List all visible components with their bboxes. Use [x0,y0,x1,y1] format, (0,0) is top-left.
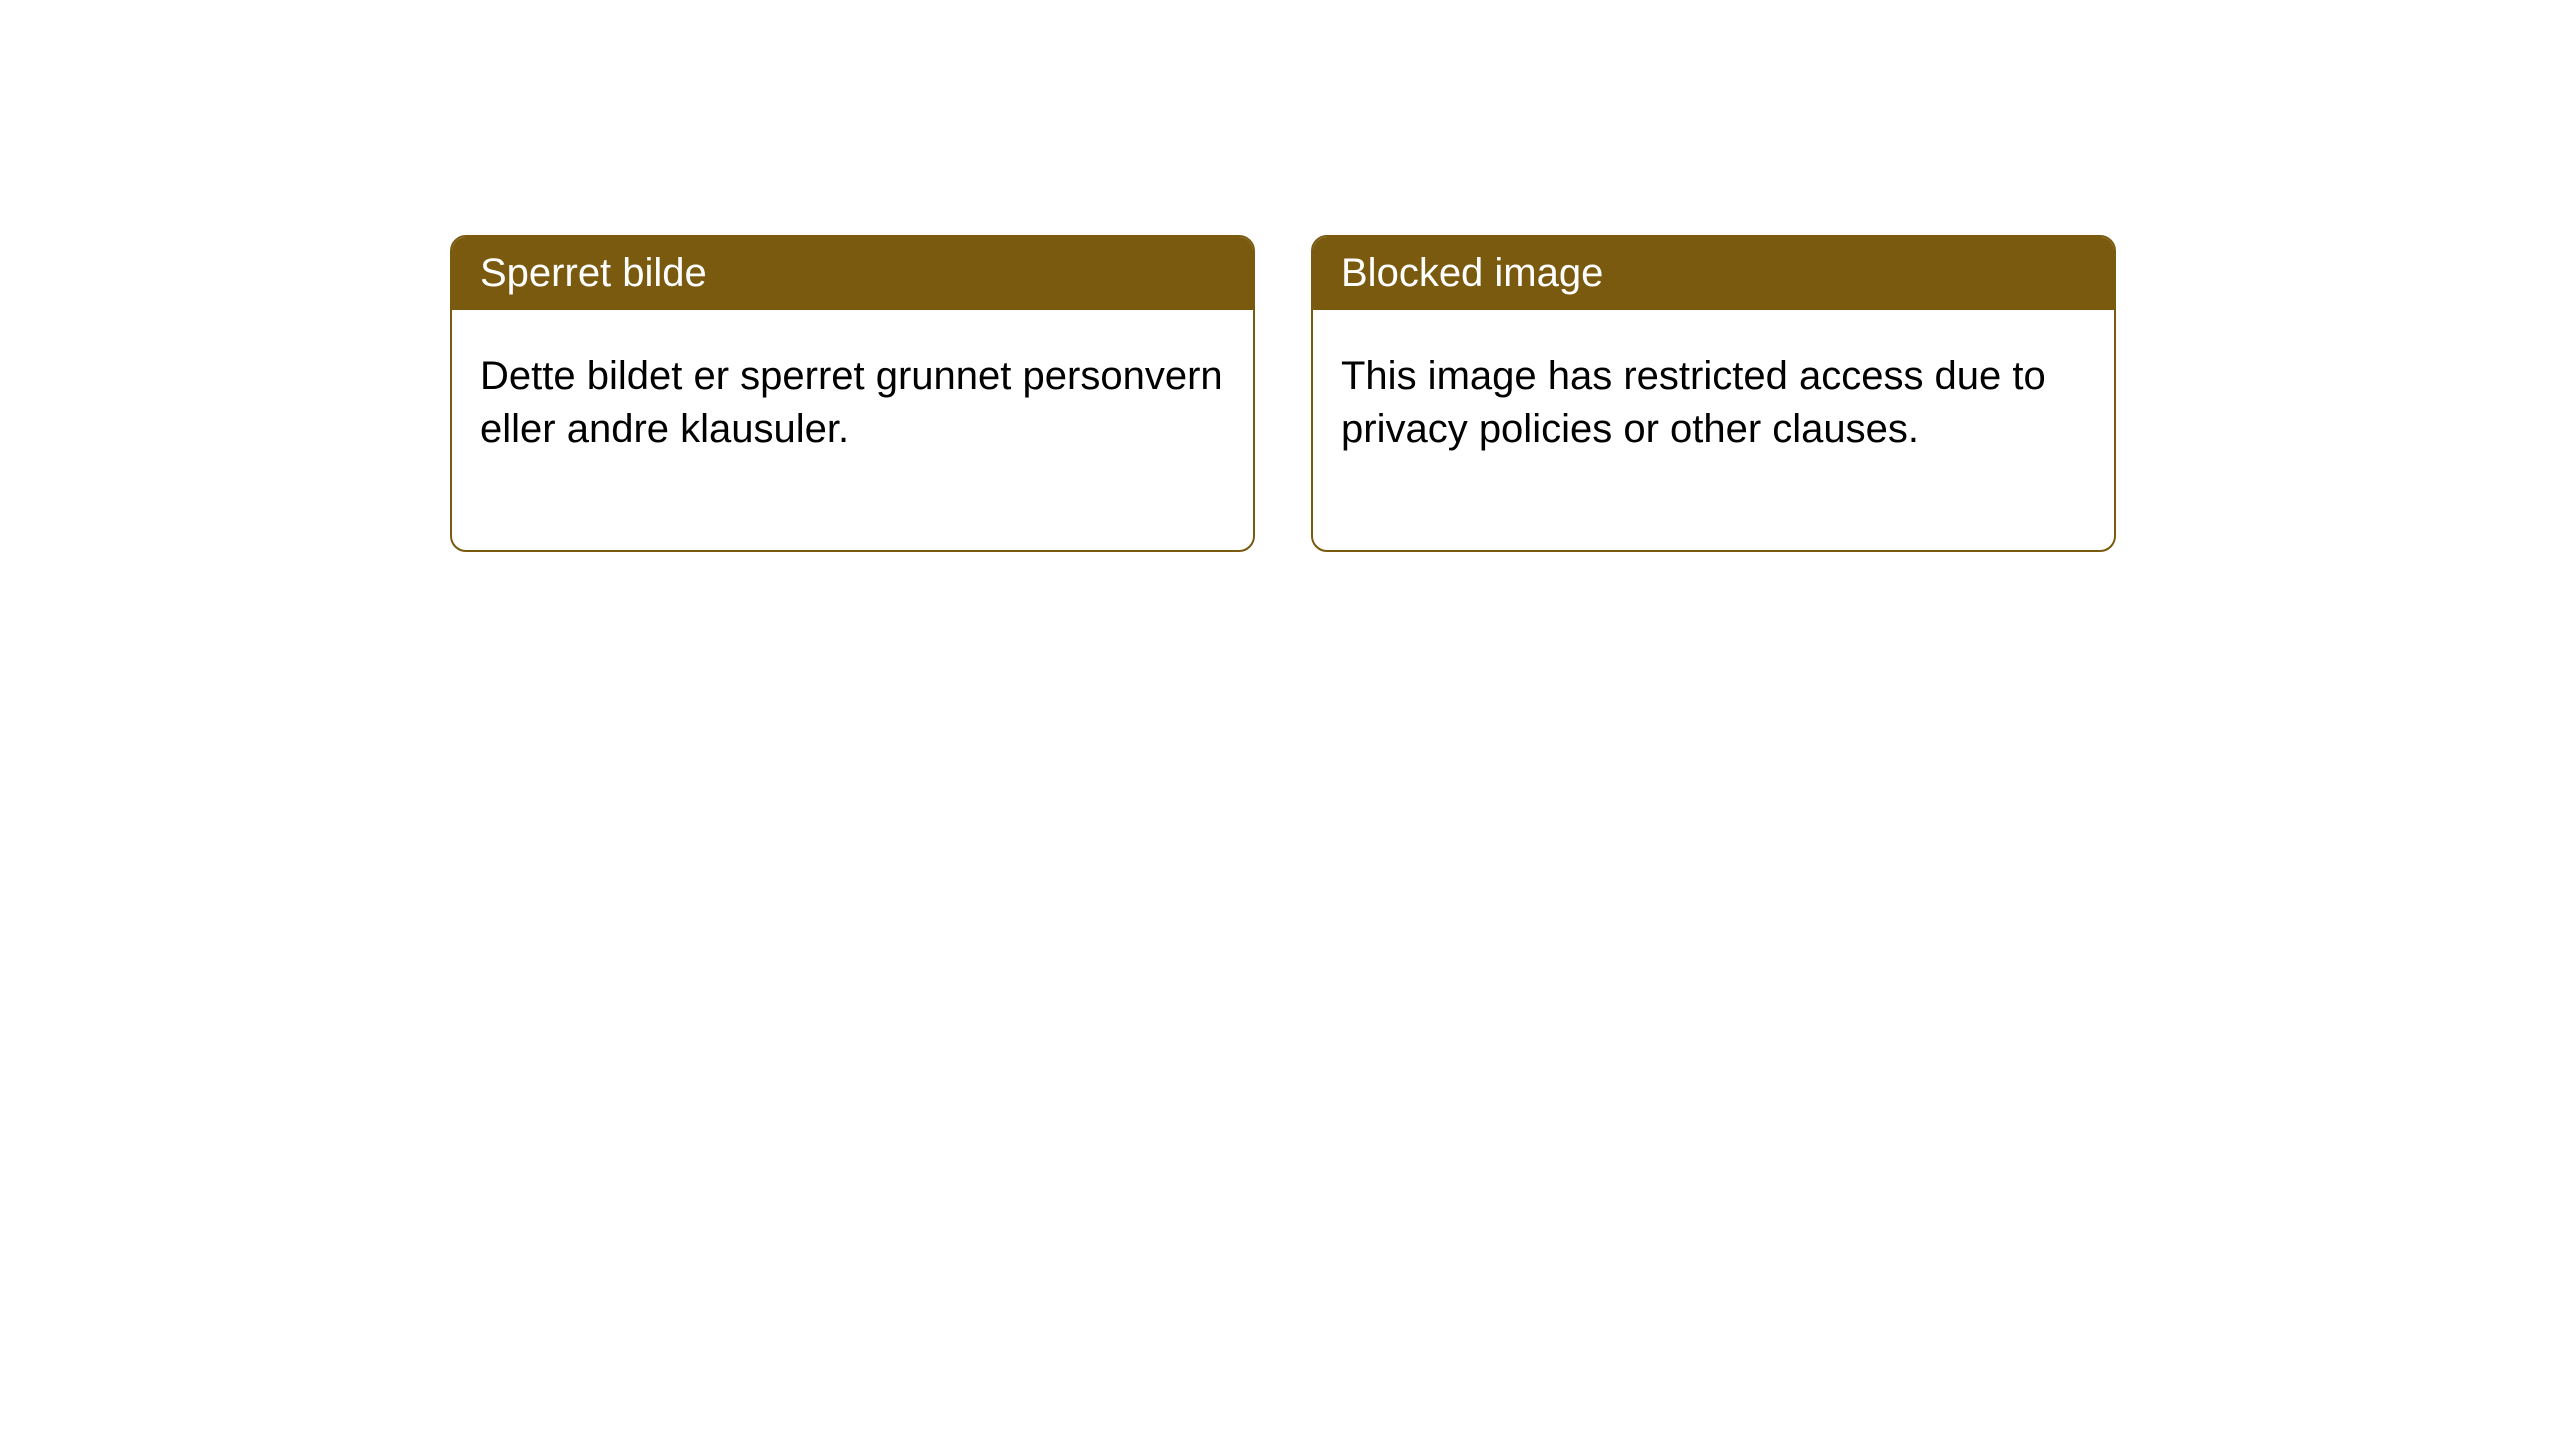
notice-body-english: This image has restricted access due to … [1313,310,2114,550]
notice-card-norwegian: Sperret bilde Dette bildet er sperret gr… [450,235,1255,552]
notice-container: Sperret bilde Dette bildet er sperret gr… [450,235,2116,552]
notice-title-norwegian: Sperret bilde [452,237,1253,310]
notice-card-english: Blocked image This image has restricted … [1311,235,2116,552]
notice-body-norwegian: Dette bildet er sperret grunnet personve… [452,310,1253,550]
notice-title-english: Blocked image [1313,237,2114,310]
